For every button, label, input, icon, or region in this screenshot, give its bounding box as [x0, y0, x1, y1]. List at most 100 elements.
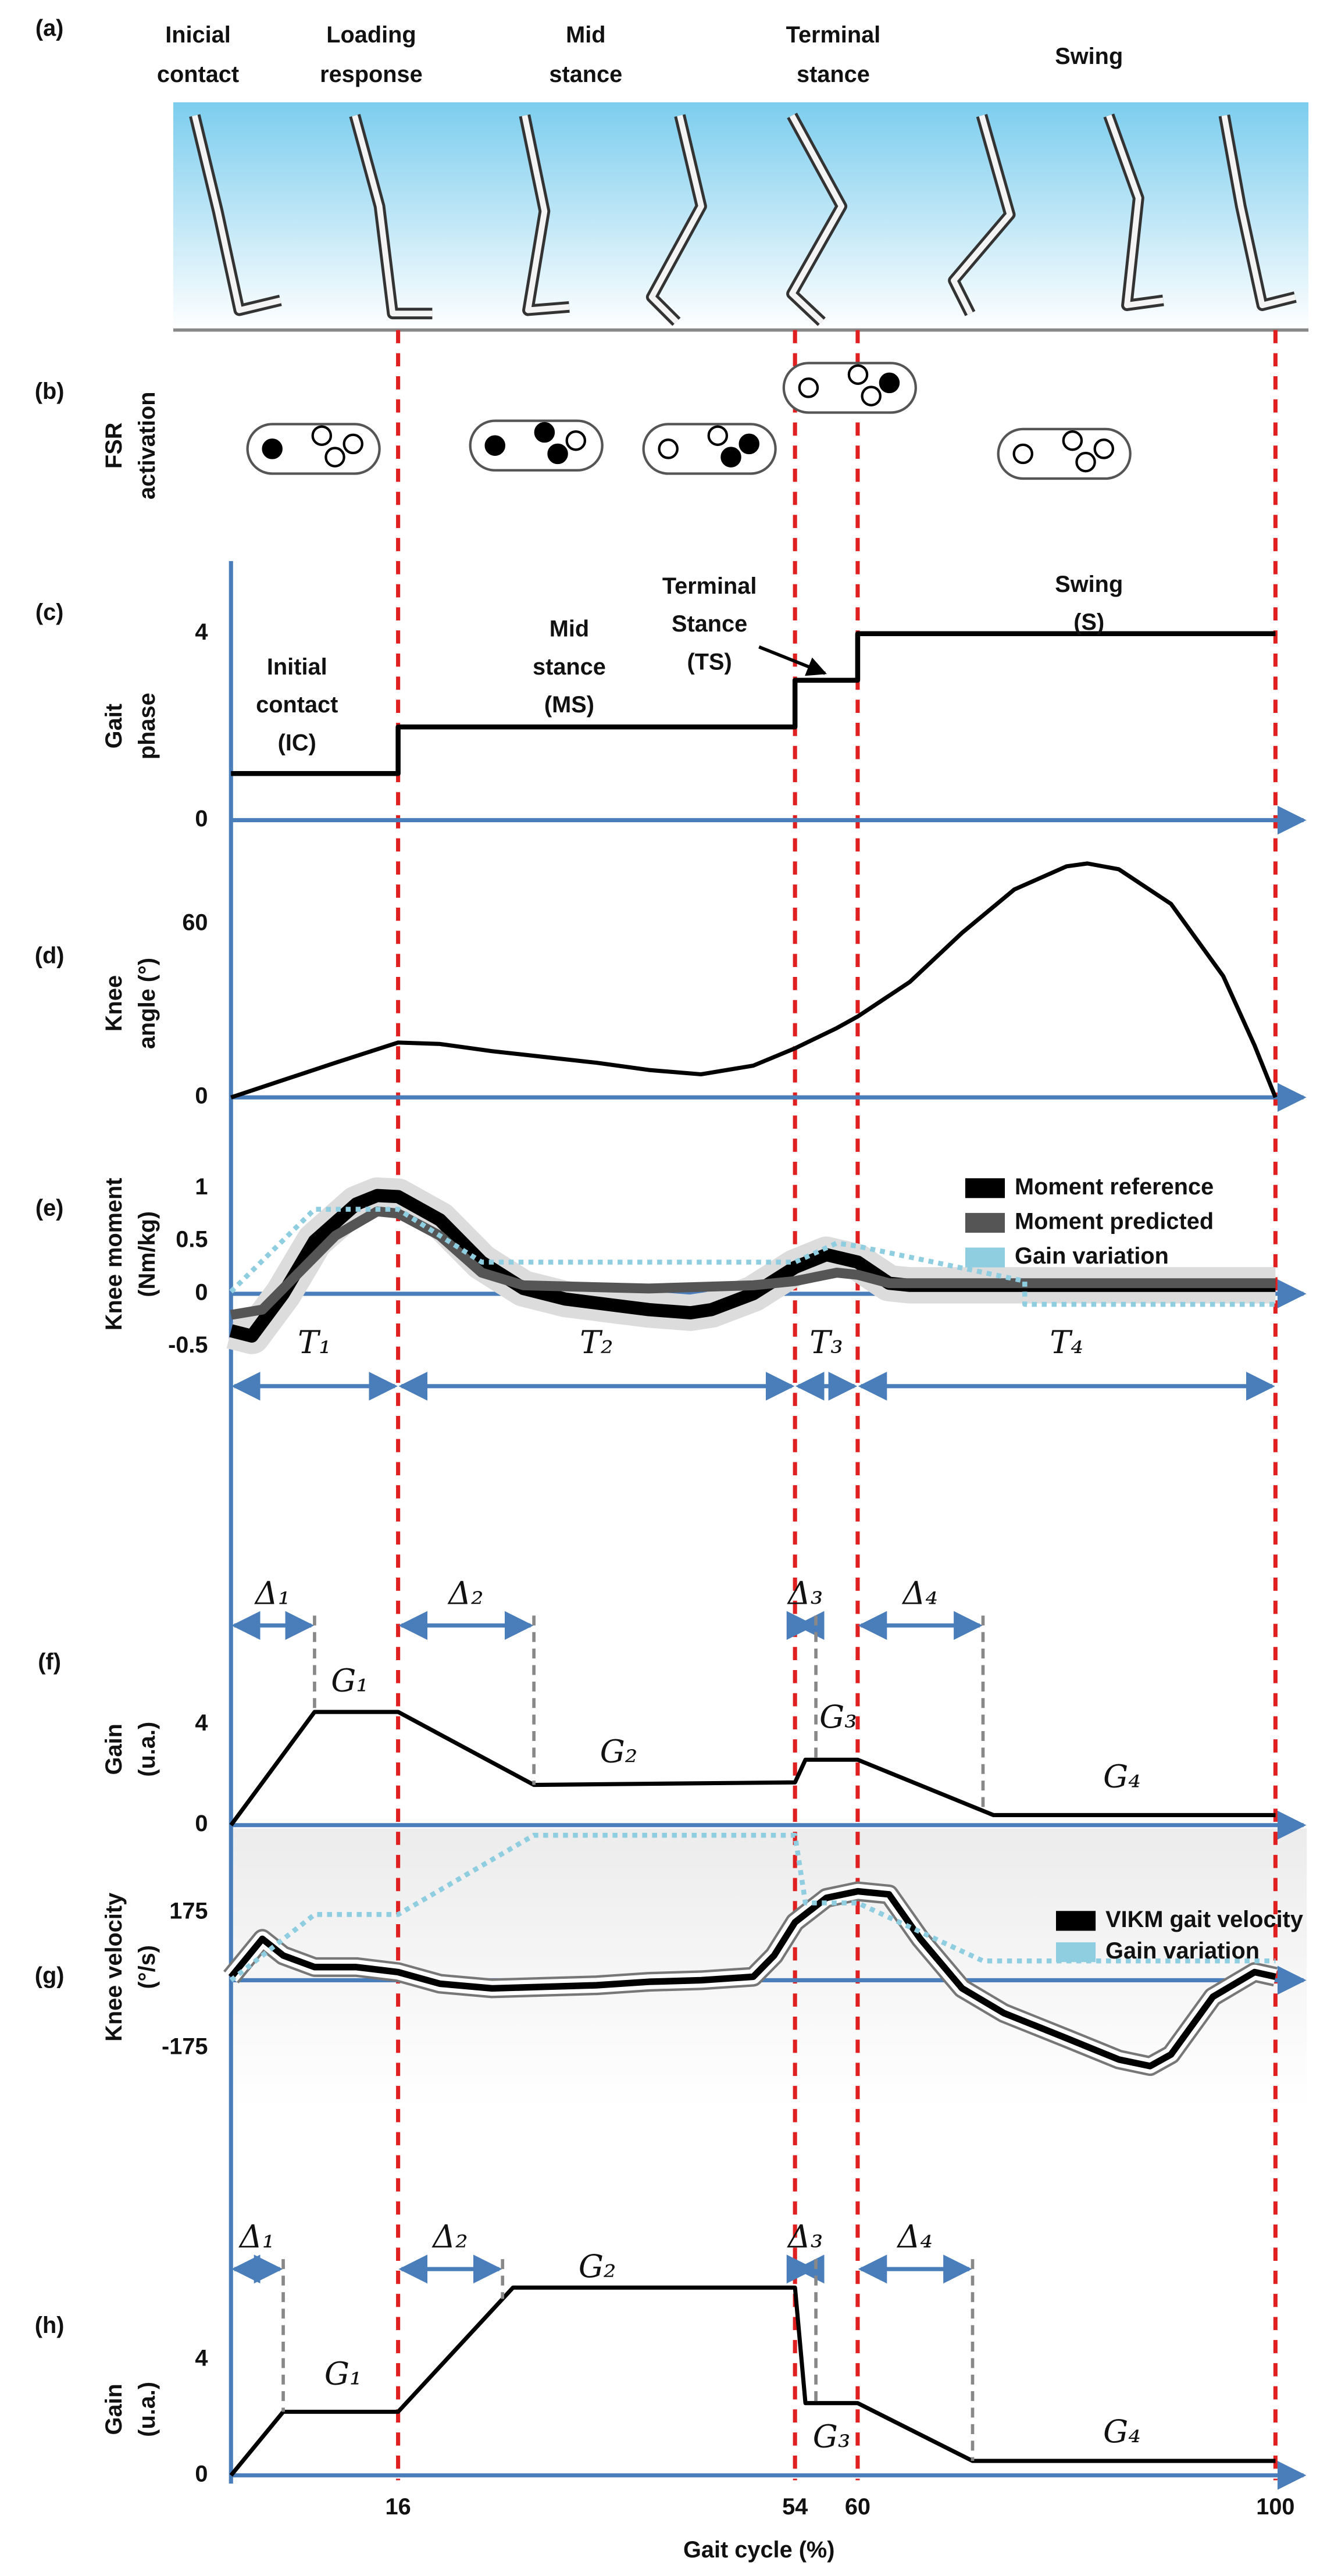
delta-label: Δ₄	[896, 2218, 933, 2255]
y-tick-label: 1	[195, 1174, 208, 1200]
y-axis-label: Knee moment	[101, 1178, 127, 1330]
leg-fill	[352, 115, 433, 317]
delta-label: Δ₂	[447, 1575, 484, 1611]
panel-letter: (f)	[38, 1649, 61, 1675]
panel-letter: (a)	[35, 16, 64, 41]
leg-fill	[951, 115, 1013, 315]
fsr-sensor	[658, 438, 679, 459]
legend-label: Gain variation	[1015, 1243, 1169, 1269]
interval-label: T₄	[1050, 1324, 1083, 1361]
fsr-sensor	[739, 433, 759, 455]
leg-fill	[191, 115, 281, 313]
legend-swatch	[965, 1247, 1005, 1268]
panel-letter: (b)	[35, 379, 65, 404]
gain-label: G₂	[600, 1733, 638, 1770]
data-line	[229, 1710, 1276, 1826]
data-line	[231, 631, 1276, 776]
leg-fill	[522, 115, 570, 313]
fsr-sensor	[1093, 438, 1115, 459]
y-tick-label: 60	[182, 910, 208, 936]
y-tick-label: 4	[195, 619, 208, 645]
fsr-sensor	[534, 422, 555, 443]
legend-swatch	[1056, 1942, 1096, 1963]
y-tick-label: 0	[195, 1083, 208, 1109]
gain-label: G₂	[579, 2248, 616, 2285]
fsr-sensor	[262, 438, 283, 459]
x-axis-label: Gait cycle (%)	[683, 2537, 834, 2563]
fsr-sensor	[720, 447, 741, 468]
delta-label: Δ₃	[787, 1575, 823, 1611]
interval-label: T₂	[580, 1324, 613, 1361]
phase-annotation: (MS)	[544, 692, 594, 718]
y-axis-label: FSR	[101, 423, 127, 469]
y-axis-label: (u.a.)	[134, 2382, 160, 2437]
y-axis-label: (u.a.)	[134, 1722, 160, 1777]
delta-label: Δ₄	[901, 1575, 938, 1611]
phase-label: stance	[797, 62, 870, 87]
data-line	[229, 2285, 1276, 2477]
panel-letter: (e)	[35, 1196, 64, 1221]
y-tick-label: 0	[195, 1279, 208, 1305]
leg-fill	[648, 115, 704, 324]
phase-label: Inicial	[165, 22, 231, 48]
x-tick-label: 54	[782, 2494, 808, 2520]
fsr-sensor	[484, 435, 505, 456]
legend-label: Moment reference	[1015, 1174, 1214, 1200]
data-line	[230, 861, 1278, 1100]
y-axis-label: angle (°)	[134, 958, 160, 1049]
y-tick-label: 0	[195, 2461, 208, 2486]
phase-annotation: (IC)	[278, 730, 316, 755]
y-axis-label: activation	[134, 392, 160, 499]
fsr-sensor	[343, 433, 363, 455]
phase-annotation: (S)	[1073, 609, 1104, 635]
data-line	[229, 1207, 1276, 1307]
phase-annotation: Mid	[550, 616, 589, 642]
phase-annotation: contact	[256, 692, 338, 718]
data-line	[229, 1189, 1276, 1343]
phase-annotation: Initial	[267, 654, 327, 680]
x-tick-label: 16	[386, 2494, 411, 2520]
gain-label: G₄	[1103, 1758, 1141, 1794]
gain-label: G₄	[1103, 2413, 1141, 2450]
fsr-sensor	[324, 447, 345, 468]
y-axis-label: Gain	[101, 1724, 127, 1775]
legend-label: Moment predicted	[1015, 1208, 1214, 1234]
fsr-sensor	[1012, 443, 1033, 465]
phase-label: Terminal	[786, 22, 881, 48]
data-line	[228, 1888, 1276, 2070]
fsr-sensor	[847, 364, 869, 385]
phase-label: Mid	[566, 22, 605, 48]
fsr-sensor	[311, 425, 333, 446]
gain-label: G₃	[819, 1699, 857, 1735]
data-line	[230, 1206, 1276, 1320]
phase-label: stance	[549, 62, 622, 87]
legend-label: VIKM gait velocity	[1105, 1907, 1303, 1932]
fsr-sensor	[1062, 430, 1083, 451]
plot-layer: 16 54 60 1 0 0 Gait cycle (%) (a) Inicial contact…	[35, 16, 1307, 2563]
y-axis-label: Gait	[101, 704, 127, 748]
phase-annotation: stance	[533, 654, 606, 680]
y-tick-label: 175	[169, 1899, 208, 1924]
leg-fill	[789, 114, 845, 324]
delta-label: Δ₁	[238, 2218, 275, 2255]
panel-letter: (g)	[35, 1963, 65, 1988]
fsr-sensor	[879, 372, 900, 394]
legend-label: Gain variation	[1105, 1938, 1260, 1964]
gain-label: G₁	[331, 1662, 369, 1699]
y-axis-label: phase	[134, 693, 160, 759]
y-tick-label: 0	[195, 806, 208, 832]
y-tick-label: 4	[195, 2346, 208, 2371]
legend-swatch	[1056, 1911, 1096, 1931]
delta-label: Δ₁	[254, 1575, 291, 1611]
fsr-sensor	[1075, 451, 1096, 473]
y-tick-label: 0	[195, 1811, 208, 1836]
leg-fill	[1221, 115, 1296, 308]
gain-label: G₃	[813, 2418, 851, 2454]
legend-swatch	[965, 1212, 1005, 1233]
fsr-sensor	[798, 377, 819, 398]
delta-label: Δ₃	[787, 2218, 823, 2255]
y-axis-label: Gain	[101, 2384, 127, 2435]
interval-label: T₁	[298, 1324, 331, 1361]
x-tick-label: 60	[845, 2494, 871, 2520]
